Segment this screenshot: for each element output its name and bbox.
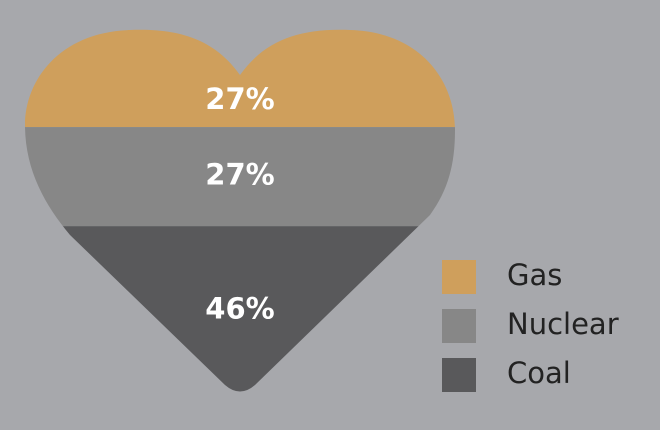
legend-label: Gas (507, 258, 562, 292)
legend-swatch (442, 309, 476, 343)
value-label: 46% (205, 292, 274, 326)
legend-label: Nuclear (507, 307, 619, 341)
value-label: 27% (205, 158, 274, 192)
legend-label: Coal (507, 356, 571, 390)
value-label: 27% (205, 82, 274, 116)
value-labels: 27% 27% 46% (205, 82, 274, 326)
legend-swatch (442, 358, 476, 392)
legend-swatch (442, 260, 476, 294)
heart-segment (25, 127, 455, 227)
legend: Gas Nuclear Coal (442, 258, 619, 392)
